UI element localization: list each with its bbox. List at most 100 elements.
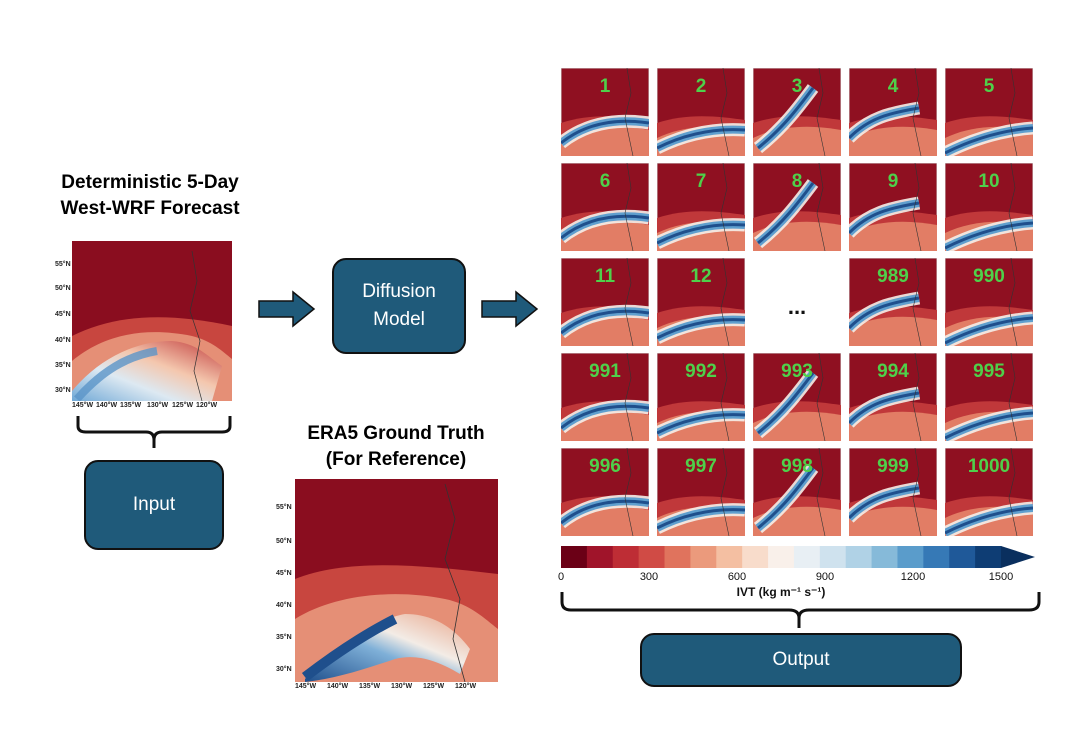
input-brace	[76, 416, 232, 448]
colorbar-segment	[897, 546, 924, 568]
colorbar-segment	[871, 546, 898, 568]
ensemble-member: 992	[654, 352, 746, 442]
reference-title-line1: ERA5 Ground Truth	[307, 423, 485, 444]
member-number: 8	[791, 171, 803, 192]
ensemble-member: 3	[752, 67, 842, 157]
member-number: 5	[983, 76, 995, 97]
input-title-line2: West-WRF Forecast	[60, 198, 240, 219]
ensemble-member: 995	[942, 352, 1034, 444]
ensemble-member: 989	[844, 257, 938, 347]
ensemble-member: 999	[844, 447, 938, 537]
member-number: 998	[781, 456, 813, 477]
colorbar-segment	[664, 546, 691, 568]
ref-lon-135: 135°W	[359, 683, 381, 690]
member-number: 994	[877, 361, 909, 382]
colorbar-segment	[923, 546, 950, 568]
member-number: 2	[695, 76, 707, 97]
output-brace	[560, 592, 1041, 628]
member-map	[752, 447, 842, 537]
member-map	[942, 447, 1034, 539]
member-number: 6	[599, 171, 611, 192]
ensemble-member: 4	[844, 67, 938, 157]
member-map	[942, 67, 1034, 159]
ensemble-member: 1000	[942, 447, 1034, 539]
input-lat-50: 50°N	[55, 285, 71, 292]
colorbar-segment	[949, 546, 976, 568]
member-number: 4	[887, 76, 899, 97]
member-number: 993	[781, 361, 813, 382]
output-box: Output	[640, 633, 962, 687]
ensemble-member: 12	[654, 257, 746, 347]
diffusion-model-box: Diffusion Model	[332, 258, 466, 354]
model-label-line2: Model	[373, 309, 425, 330]
member-number: 1	[599, 76, 611, 97]
member-map	[654, 162, 746, 252]
input-lon-125: 125°W	[172, 402, 194, 409]
colorbar-segment	[586, 546, 614, 568]
member-map	[844, 447, 938, 537]
ref-lat-35: 35°N	[276, 634, 292, 641]
output-box-label: Output	[772, 649, 830, 670]
reference-title-line2: (For Reference)	[325, 449, 467, 470]
arrow-to-model	[258, 290, 316, 328]
input-lon-140: 140°W	[96, 402, 118, 409]
input-lon-120: 120°W	[196, 402, 218, 409]
member-number: 996	[589, 456, 621, 477]
input-lat-55: 55°N	[55, 261, 71, 268]
colorbar-tick-label: 1500	[988, 571, 1014, 583]
ref-lat-30: 30°N	[276, 666, 292, 673]
ensemble-member: 8	[752, 162, 842, 252]
member-map	[844, 257, 938, 347]
ensemble-member: 6	[556, 162, 650, 252]
ensemble-member: 993	[752, 352, 842, 442]
colorbar-segment	[768, 546, 795, 568]
member-map	[654, 352, 746, 442]
member-map	[556, 162, 650, 252]
member-number: 995	[973, 361, 1005, 382]
member-number: 999	[877, 456, 909, 477]
member-map	[844, 352, 938, 442]
reference-map-graphic	[295, 479, 498, 682]
ensemble-member: 5	[942, 67, 1034, 159]
member-number: 3	[791, 76, 803, 97]
arrow-to-output	[481, 290, 539, 328]
ref-lat-40: 40°N	[276, 602, 292, 609]
member-map	[752, 352, 842, 442]
colorbar-ticks: 0 300 600 900 1200 1500	[558, 571, 1013, 585]
member-number: 1000	[967, 456, 1011, 477]
member-number: 12	[690, 266, 712, 287]
colorbar-segment	[793, 546, 821, 568]
ref-lon-130: 130°W	[391, 683, 413, 690]
colorbar-label: IVT (kg m⁻¹ s⁻¹)	[736, 585, 826, 599]
ref-lon-140: 140°W	[327, 683, 349, 690]
ensemble-grid: 1 2 3 4 5 6 7 8 9 10 11 12... 989 990 991 992 993 994 995 9…	[556, 67, 1034, 539]
colorbar-segment	[742, 546, 769, 568]
ensemble-member: 990	[942, 257, 1034, 349]
ensemble-member: 1	[556, 67, 650, 157]
member-map	[942, 257, 1034, 349]
input-box: Input	[84, 460, 224, 550]
member-number: 991	[589, 361, 621, 382]
ensemble-member: 2	[654, 67, 746, 157]
colorbar-tick-label: 600	[727, 571, 747, 583]
colorbar-tick-label: 300	[639, 571, 659, 583]
member-map	[752, 67, 842, 157]
ref-lat-50: 50°N	[276, 538, 292, 545]
ensemble-member: 7	[654, 162, 746, 252]
member-number: 989	[877, 266, 909, 287]
member-map	[752, 162, 842, 252]
ivt-colorbar	[561, 546, 1035, 568]
member-number: 7	[695, 171, 707, 192]
input-title: Deterministic 5-Day West-WRF Forecast	[30, 170, 270, 222]
colorbar-segment	[561, 546, 588, 568]
ensemble-member: 996	[556, 447, 650, 537]
ref-lon-145: 145°W	[295, 683, 317, 690]
ref-lon-120: 120°W	[455, 683, 477, 690]
member-number: 990	[973, 266, 1005, 287]
colorbar-segment	[690, 546, 717, 568]
input-title-line1: Deterministic 5-Day	[61, 172, 239, 193]
member-map	[942, 352, 1034, 444]
ensemble-member: 9	[844, 162, 938, 252]
member-map	[556, 67, 650, 157]
ensemble-member: 10	[942, 162, 1034, 254]
